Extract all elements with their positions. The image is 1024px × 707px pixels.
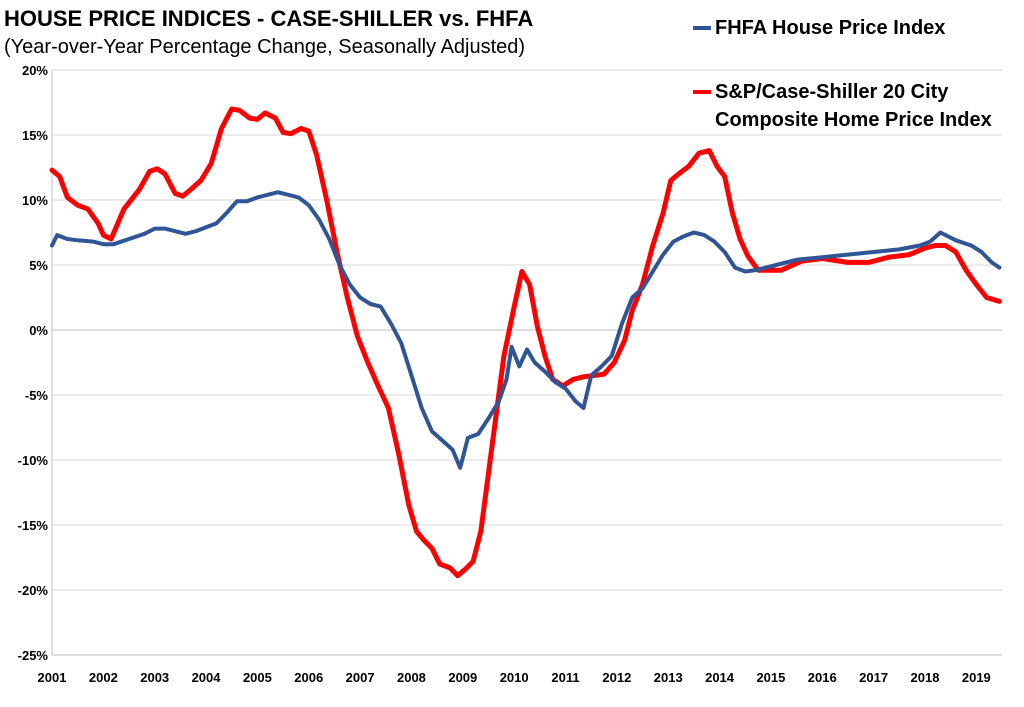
y-tick-label: -5%	[25, 388, 49, 403]
y-tick-label: -25%	[18, 648, 49, 663]
legend-label-fhfa: FHFA House Price Index	[715, 17, 946, 39]
x-tick-label: 2007	[346, 670, 375, 685]
legend-swatch-case-shiller	[693, 90, 711, 94]
x-tick-label: 2015	[756, 670, 785, 685]
y-tick-label: 5%	[29, 258, 48, 273]
x-tick-label: 2002	[89, 670, 118, 685]
axes	[51, 70, 1002, 656]
legend-item-fhfa: FHFA House Price Index	[693, 14, 945, 42]
x-tick-label: 2019	[962, 670, 991, 685]
x-tick-label: 2017	[859, 670, 888, 685]
x-tick-label: 2004	[192, 670, 222, 685]
x-tick-label: 2010	[500, 670, 529, 685]
x-tick-label: 2005	[243, 670, 272, 685]
x-tick-label: 2013	[654, 670, 683, 685]
x-tick-label: 2011	[551, 670, 579, 685]
x-tick-label: 2008	[397, 670, 426, 685]
x-tick-label: 2009	[448, 670, 477, 685]
series-line-case-shiller	[49, 106, 1002, 579]
y-tick-label: -15%	[18, 518, 49, 533]
series-line-fhfa	[50, 190, 1002, 470]
x-tick-labels: 2001 2002 2003 2004 2005 2006 2007 2008 2009 2010…	[38, 670, 991, 685]
legend-label-case-shiller-line1: S&P/Case-Shiller 20 City	[715, 81, 949, 103]
x-tick-label: 2016	[808, 670, 837, 685]
x-tick-label: 2001	[38, 670, 67, 685]
y-tick-label: -10%	[18, 453, 49, 468]
gridlines	[52, 69, 1002, 656]
legend-swatch-fhfa	[693, 26, 711, 30]
x-tick-label: 2014	[705, 670, 735, 685]
y-tick-labels: 20% 15% 10% 5% 0% -5% -10% -15% -20% -25%	[18, 63, 49, 663]
x-tick-label: 2003	[140, 670, 169, 685]
y-tick-label: -20%	[18, 583, 49, 598]
legend-label-case-shiller-line2: Composite Home Price Index	[715, 109, 992, 131]
chart-title: HOUSE PRICE INDICES - CASE-SHILLER vs. F…	[4, 6, 534, 31]
y-tick-label: 10%	[22, 193, 48, 208]
y-tick-label: 0%	[29, 323, 48, 338]
y-tick-label: 20%	[22, 63, 48, 78]
legend-label-case-shiller: S&P/Case-Shiller 20 City Composite Home …	[715, 78, 992, 134]
x-tick-label: 2018	[911, 670, 940, 685]
chart-subtitle: (Year-over-Year Percentage Change, Seaso…	[4, 36, 526, 58]
y-tick-label: 15%	[22, 128, 48, 143]
legend-item-case-shiller: S&P/Case-Shiller 20 City Composite Home …	[693, 78, 992, 134]
x-tick-label: 2006	[294, 670, 323, 685]
series-lines	[49, 106, 1002, 579]
x-tick-label: 2012	[602, 670, 631, 685]
